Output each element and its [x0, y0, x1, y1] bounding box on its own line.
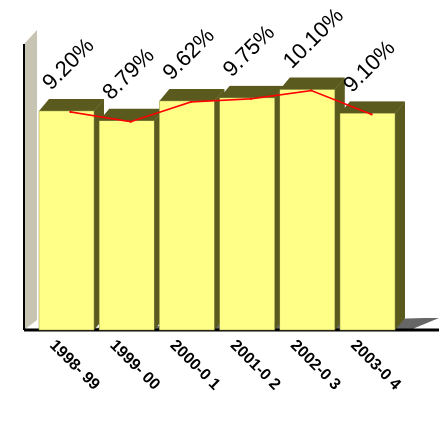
- bar-front-face: [339, 113, 396, 331]
- data-label: 9.75%: [217, 20, 279, 82]
- x-tick-label: 1998- 99: [46, 337, 103, 394]
- bar-top-face: [99, 108, 165, 121]
- chart-back-wall: [24, 30, 37, 330]
- x-tick-label: 2003-0 4: [347, 337, 404, 394]
- bar-4: [219, 85, 285, 331]
- x-tick-label: 1999- 00: [106, 337, 163, 394]
- bar-2: [98, 108, 165, 331]
- bar-top-face: [219, 85, 285, 98]
- data-label: 9.20%: [37, 33, 99, 95]
- bar-front-face: [159, 100, 215, 331]
- bar-top-face: [39, 98, 104, 111]
- trend-point: [310, 89, 313, 92]
- bar-3: [159, 88, 225, 331]
- bar-front-face: [279, 89, 336, 331]
- data-label: 9.10%: [338, 35, 400, 97]
- trend-point: [189, 100, 193, 104]
- trend-point: [129, 120, 132, 123]
- bar-top-face: [279, 77, 345, 90]
- data-label: 8.79%: [97, 42, 159, 104]
- bar-top-face: [159, 88, 225, 101]
- x-tick-label: 2000-0 1: [167, 337, 224, 394]
- data-label: 10.10%: [278, 3, 348, 73]
- x-tick-label: 2001-0 2: [227, 337, 284, 394]
- bar-front-face: [219, 97, 275, 331]
- bar-side-face: [395, 101, 405, 330]
- trend-point: [249, 97, 253, 101]
- trend-line: [70, 89, 372, 123]
- bar-front-face: [38, 110, 95, 331]
- bar-top-face: [340, 101, 405, 114]
- bar-front-face: [98, 120, 155, 331]
- bar-5: [279, 77, 345, 331]
- bar-6: [339, 101, 405, 331]
- data-label: 9.62%: [157, 23, 219, 85]
- trend-point: [370, 113, 373, 116]
- trend-point: [69, 110, 72, 114]
- x-tick-label: 2002-0 3: [287, 337, 344, 394]
- bar-1: [38, 98, 104, 331]
